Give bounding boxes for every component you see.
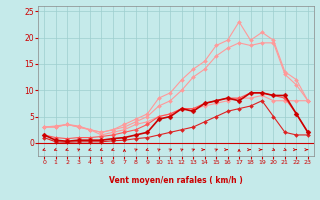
X-axis label: Vent moyen/en rafales ( km/h ): Vent moyen/en rafales ( km/h ) bbox=[109, 176, 243, 185]
